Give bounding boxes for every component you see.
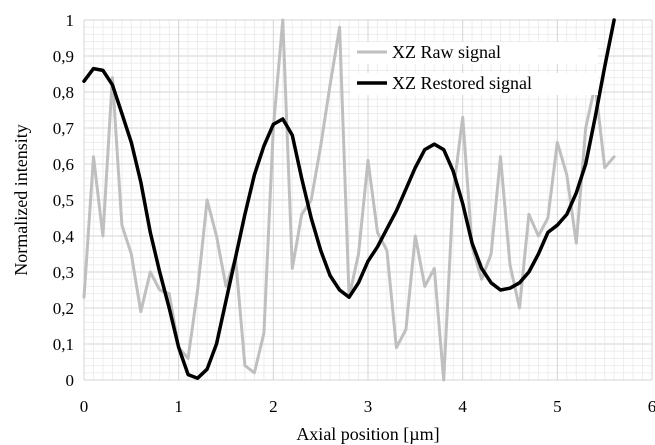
y-tick-label: 0,5 (53, 191, 74, 210)
x-axis-ticks: 0 1 2 3 4 5 6 (80, 397, 655, 416)
y-tick-label: 0,4 (53, 227, 75, 246)
x-tick-label: 2 (269, 397, 278, 416)
y-axis-ticks: 0 0,1 0,2 0,3 0,4 0,5 0,6 0,7 0,8 0,9 1 (53, 11, 75, 390)
x-tick-label: 5 (553, 397, 562, 416)
y-tick-label: 0 (66, 371, 75, 390)
x-axis-title: Axial position [µm] (296, 424, 439, 444)
legend: XZ Raw signal XZ Restored signal (350, 42, 598, 95)
y-tick-label: 1 (66, 11, 75, 30)
y-tick-label: 0,8 (53, 83, 74, 102)
legend-label: XZ Restored signal (392, 73, 532, 93)
y-tick-label: 0,3 (53, 263, 74, 282)
legend-label: XZ Raw signal (392, 42, 501, 62)
series-layer (82, 18, 616, 382)
y-tick-label: 0,1 (53, 335, 74, 354)
x-tick-label: 6 (648, 397, 655, 416)
x-tick-label: 3 (364, 397, 373, 416)
legend-entry-bg (350, 42, 598, 64)
x-tick-label: 0 (80, 397, 89, 416)
x-tick-label: 4 (458, 397, 467, 416)
y-tick-label: 0,6 (53, 155, 74, 174)
y-tick-label: 0,7 (53, 119, 75, 138)
restored-signal-line (82, 18, 616, 380)
y-tick-label: 0,2 (53, 299, 74, 318)
y-axis-title: Normalized intensity (11, 124, 31, 275)
legend-entry-bg (350, 73, 598, 95)
x-tick-label: 1 (174, 397, 183, 416)
y-tick-label: 0,9 (53, 47, 74, 66)
